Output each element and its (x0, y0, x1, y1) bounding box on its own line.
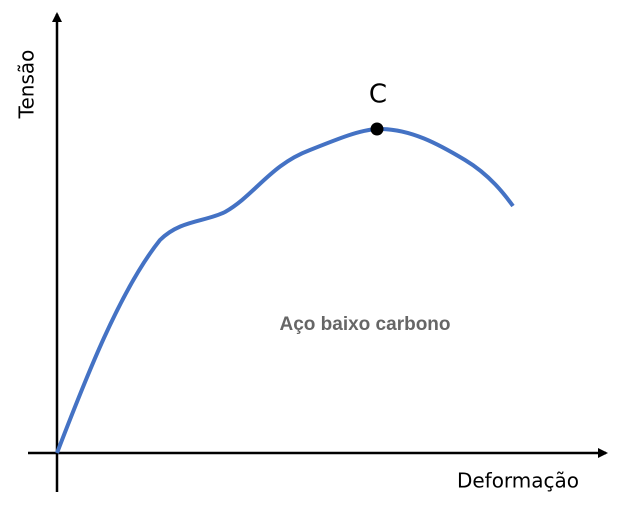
stress-strain-curve (55, 126, 515, 454)
annotation: Aço baixo carbono (279, 314, 450, 335)
x-axis-label: Deformação (457, 469, 579, 493)
point-c (370, 122, 384, 136)
point-label: C (369, 80, 387, 110)
y-axis-label: Tensão (15, 50, 39, 120)
